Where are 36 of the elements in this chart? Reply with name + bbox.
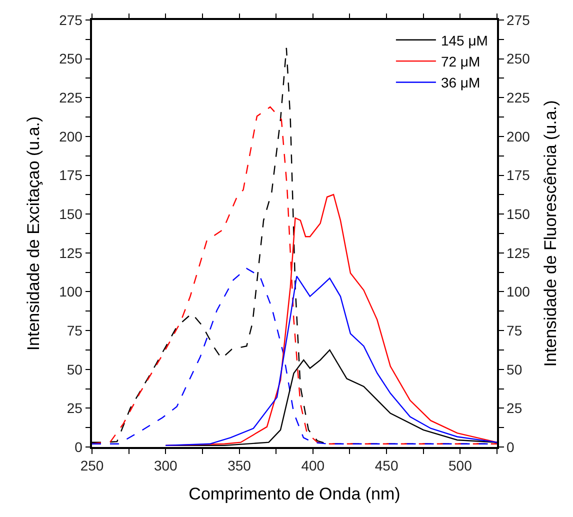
x-tick-label: 250 (80, 458, 104, 474)
x-tick-label: 450 (374, 458, 398, 474)
y-tick-label: 50 (66, 361, 83, 378)
y2-axis-title: Intensidade de Fluorescência (u.a.) (541, 100, 560, 367)
y-tick-label: 150 (59, 206, 83, 222)
y-tick-label: 225 (59, 90, 83, 106)
legend-label: 36 μM (440, 74, 480, 91)
y2-tick-label: 225 (506, 90, 530, 106)
y2-tick-label: 200 (506, 128, 530, 144)
x-tick-label: 350 (228, 458, 252, 474)
y-tick-label: 250 (59, 50, 83, 67)
x-tick-label: 300 (154, 458, 178, 474)
x-axis-title: Comprimento de Onda (nm) (188, 484, 400, 504)
y-tick-label: 25 (66, 400, 83, 416)
y2-tick-label: 275 (506, 12, 530, 28)
y2-tick-label: 75 (506, 322, 522, 338)
y2-tick-label: 250 (506, 50, 530, 67)
x-tick-label: 500 (448, 458, 472, 474)
y2-tick-label: 150 (506, 206, 530, 222)
y-tick-label: 275 (59, 12, 83, 28)
y-tick-label: 75 (66, 322, 83, 338)
y-tick-label: 175 (59, 167, 83, 184)
legend-label: 145 μM (440, 32, 488, 48)
y2-tick-label: 25 (506, 400, 522, 416)
y2-tick-label: 125 (506, 244, 530, 261)
x-tick-label: 400 (301, 458, 325, 474)
y-tick-label: 200 (59, 128, 83, 144)
y2-tick-label: 100 (506, 284, 530, 300)
y-axis-title: Intensidade de Excitaçao (u.a.) (24, 116, 44, 351)
y2-tick-label: 175 (506, 167, 530, 184)
legend-label: 72 μM (440, 54, 480, 70)
y-tick-label: 125 (59, 244, 83, 261)
y-tick-label: 100 (59, 284, 83, 300)
y2-tick-label: 50 (506, 361, 522, 378)
y-tick-label: 0 (74, 438, 83, 455)
y2-tick-label: 0 (506, 438, 515, 455)
